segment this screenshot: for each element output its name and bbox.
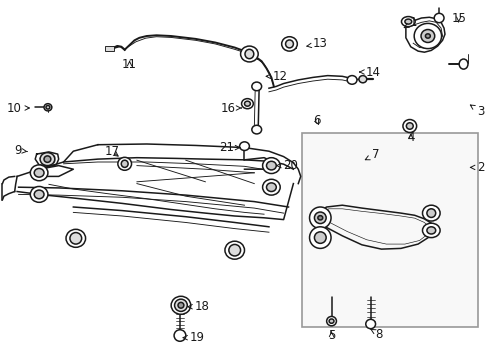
Ellipse shape [326, 316, 336, 326]
Ellipse shape [46, 105, 50, 109]
Ellipse shape [406, 123, 412, 129]
Text: 3: 3 [469, 105, 483, 118]
Ellipse shape [365, 319, 375, 329]
Ellipse shape [244, 101, 250, 106]
Ellipse shape [425, 34, 429, 38]
Ellipse shape [178, 302, 183, 308]
Ellipse shape [174, 299, 187, 311]
Text: 7: 7 [365, 148, 378, 161]
Text: 2: 2 [469, 161, 483, 174]
Text: 15: 15 [450, 12, 465, 25]
Ellipse shape [426, 209, 435, 217]
Ellipse shape [309, 207, 330, 229]
Ellipse shape [262, 158, 280, 174]
Ellipse shape [44, 104, 52, 111]
Ellipse shape [433, 13, 443, 23]
Text: 18: 18 [187, 300, 209, 313]
Ellipse shape [328, 319, 333, 323]
Ellipse shape [40, 153, 55, 166]
Text: 5: 5 [327, 329, 335, 342]
Text: 12: 12 [265, 70, 287, 83]
Ellipse shape [314, 212, 325, 224]
Ellipse shape [224, 241, 244, 259]
Ellipse shape [228, 244, 240, 256]
Ellipse shape [401, 17, 414, 27]
Ellipse shape [458, 59, 467, 69]
Ellipse shape [34, 168, 44, 177]
Ellipse shape [118, 157, 131, 170]
Ellipse shape [174, 330, 185, 341]
Ellipse shape [413, 23, 441, 49]
Ellipse shape [239, 142, 249, 150]
Text: 10: 10 [7, 102, 29, 114]
Ellipse shape [171, 296, 190, 314]
Ellipse shape [358, 76, 366, 83]
Ellipse shape [426, 227, 435, 234]
Ellipse shape [317, 216, 322, 220]
Ellipse shape [34, 190, 44, 199]
Text: 4: 4 [406, 131, 414, 144]
Ellipse shape [251, 82, 261, 91]
Ellipse shape [309, 227, 330, 248]
Text: 8: 8 [369, 328, 382, 341]
Ellipse shape [30, 186, 48, 202]
Ellipse shape [420, 30, 434, 42]
Ellipse shape [285, 40, 293, 48]
Text: 11: 11 [122, 58, 137, 71]
Text: 13: 13 [306, 37, 327, 50]
Ellipse shape [241, 99, 253, 109]
Text: 6: 6 [312, 114, 320, 127]
Ellipse shape [266, 183, 276, 192]
Ellipse shape [346, 76, 356, 84]
Text: 9: 9 [15, 144, 27, 157]
Text: 17: 17 [105, 145, 120, 158]
Ellipse shape [422, 205, 439, 221]
Ellipse shape [44, 156, 51, 162]
Ellipse shape [251, 125, 261, 134]
Bar [302, 133, 477, 327]
Text: 20: 20 [276, 159, 297, 172]
Ellipse shape [66, 229, 85, 247]
Ellipse shape [402, 120, 416, 132]
Ellipse shape [404, 19, 411, 24]
Ellipse shape [70, 233, 81, 244]
Ellipse shape [422, 223, 439, 238]
Text: 1: 1 [404, 16, 416, 29]
Ellipse shape [262, 179, 280, 195]
Ellipse shape [121, 160, 128, 167]
Text: 19: 19 [183, 331, 204, 344]
Text: 14: 14 [359, 66, 380, 78]
Text: 21: 21 [218, 141, 239, 154]
Bar [105, 46, 114, 51]
Ellipse shape [244, 49, 253, 59]
Ellipse shape [30, 165, 48, 181]
Text: 16: 16 [220, 102, 241, 114]
Ellipse shape [240, 46, 258, 62]
Ellipse shape [314, 232, 325, 243]
Ellipse shape [266, 161, 276, 170]
Ellipse shape [281, 37, 297, 51]
